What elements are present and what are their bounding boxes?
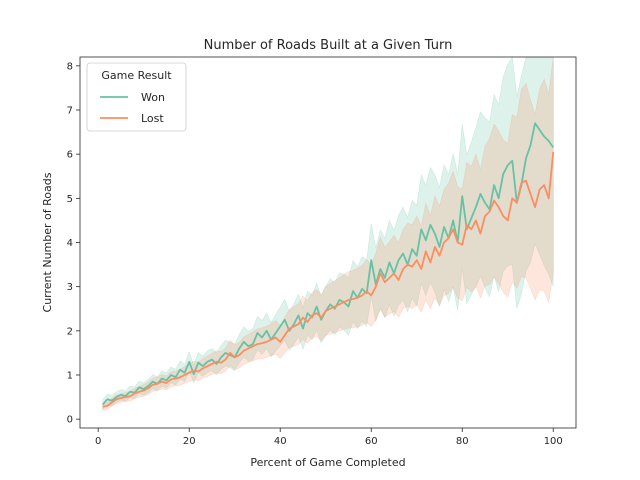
ci-band-won <box>102 56 554 411</box>
y-axis-ticks: 0 1 2 3 4 5 6 7 8 <box>67 61 80 426</box>
legend-items: Won Lost <box>100 91 165 125</box>
legend: Game Result Won Lost <box>86 62 187 132</box>
x-axis-ticks: 0 20 40 60 80 100 <box>95 428 563 447</box>
series-line-lost <box>102 151 555 408</box>
x-tick-label: 20 <box>183 436 196 447</box>
y-tick-label: 3 <box>67 282 73 293</box>
series-line-won <box>102 122 554 406</box>
legend-label-lost: Lost <box>141 112 164 125</box>
y-tick-label: 1 <box>67 371 73 382</box>
ci-band-lost <box>102 56 554 411</box>
y-axis-label: Current Number of Roads <box>41 172 54 312</box>
confidence-bands <box>102 56 554 411</box>
x-tick-label: 100 <box>544 436 563 447</box>
y-tick-label: 0 <box>67 415 73 426</box>
y-tick-label: 5 <box>67 194 73 205</box>
x-tick-label: 80 <box>456 436 469 447</box>
y-tick-label: 8 <box>67 61 73 72</box>
y-tick-label: 4 <box>67 238 73 249</box>
y-tick-label: 7 <box>67 106 73 117</box>
series-lines <box>102 122 555 408</box>
legend-label-won: Won <box>141 91 165 104</box>
x-axis-label: Percent of Game Completed <box>250 456 405 469</box>
x-tick-label: 0 <box>95 436 101 447</box>
y-tick-label: 2 <box>67 326 73 337</box>
x-tick-label: 40 <box>274 436 287 447</box>
legend-box <box>86 62 187 132</box>
y-tick-label: 6 <box>67 150 73 161</box>
legend-title: Game Result <box>101 69 172 82</box>
chart-title: Number of Roads Built at a Given Turn <box>204 38 453 53</box>
x-tick-label: 60 <box>365 436 378 447</box>
